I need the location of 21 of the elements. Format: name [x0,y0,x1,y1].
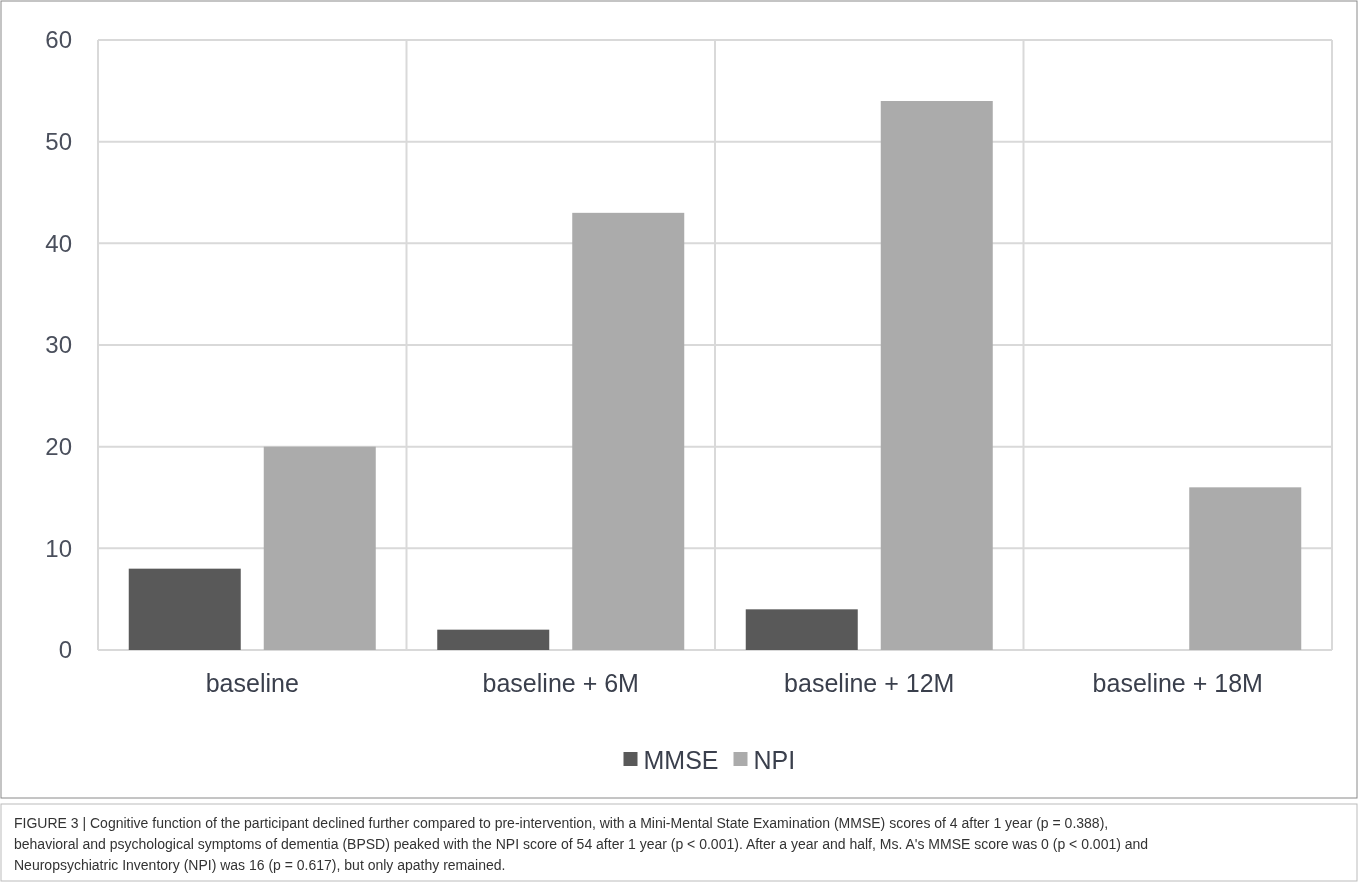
y-tick-label: 0 [58,636,72,664]
x-tick-label: baseline [205,669,299,697]
bar [880,101,993,650]
y-tick-label: 60 [45,26,72,54]
y-tick-label: 30 [45,331,72,359]
x-tick-label: baseline + 12M [784,669,955,697]
y-tick-label: 20 [45,433,72,461]
bar [1189,487,1302,650]
bar [572,212,685,650]
bar [128,568,241,650]
x-tick-label: baseline + 18M [1092,669,1263,697]
caption: FIGURE 3 | Cognitive function of the participant declined further compared to pre-intervention, with a Mini-Mental State Examination (MMSE) scores of 4 after 1 year (p = 0.388), behavioral and psychological symptoms of dementia (BPSD) peaked with the NPI score of 54 after 1 year (p < 0.001). After a year and half, Ms. A's MMSE score was 0 (p < 0.001) and Neuropsychiatric Inventory (NPI) was 16 (p = 0.617), but only apathy remained. [14,815,1149,873]
bar [437,629,550,650]
y-tick-label: 10 [45,534,72,562]
legend-label: MMSE [643,745,719,774]
bar [263,446,376,650]
x-tick-label: baseline + 6M [482,669,639,697]
y-tick-label: 50 [45,128,72,156]
legend-label: NPI [753,745,796,774]
bar [745,609,858,650]
y-tick-label: 40 [45,229,72,257]
